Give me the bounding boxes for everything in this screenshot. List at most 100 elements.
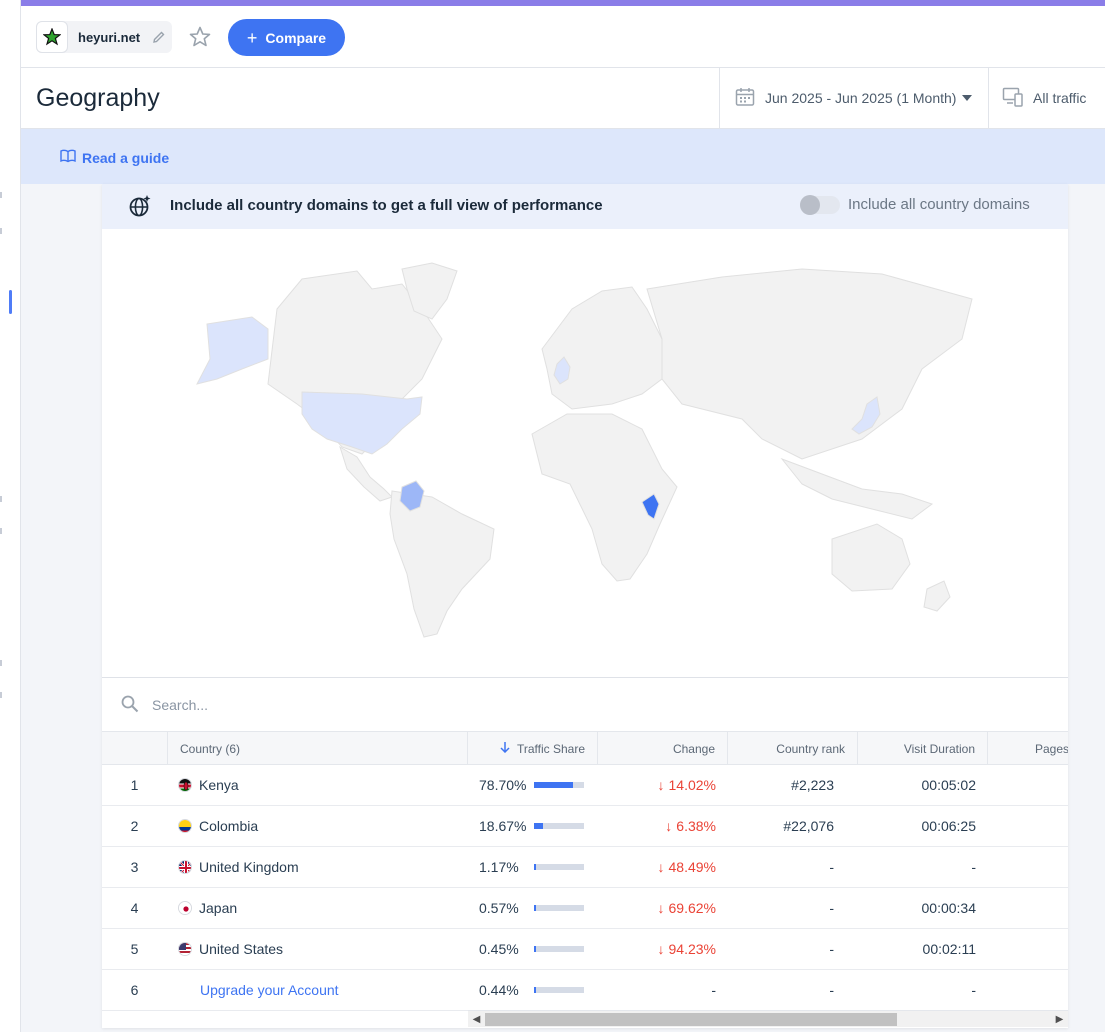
traffic-share-cell: 0.45% [479,929,599,969]
map-region-europe [541,286,663,410]
united-kingdom-flag-icon [178,860,192,874]
date-range-picker[interactable]: Jun 2025 - Jun 2025 (1 Month) [719,68,989,128]
devices-icon [1002,86,1024,111]
read-guide-link[interactable]: Read a guide [60,149,169,166]
search-input[interactable] [152,695,652,715]
chevron-down-icon [962,95,973,101]
star-icon[interactable] [188,25,212,49]
row-number: 4 [130,900,139,916]
th-visit-duration[interactable]: Visit Duration [857,732,987,765]
include-country-domains-toggle[interactable] [800,195,840,215]
scroll-right-arrow-icon[interactable]: ▶ [1055,1014,1064,1025]
search-icon [121,695,139,718]
site-chip[interactable]: heyuri.net [36,21,172,53]
sort-down-arrow-icon [499,741,511,756]
change-down-arrow-icon: ↓ [657,941,665,957]
map-region-australia [831,523,911,592]
map-region-africa [531,413,678,582]
row-number: 6 [130,982,139,998]
compare-button[interactable]: + Compare [228,19,345,56]
row-number: 1 [130,777,139,793]
table-row[interactable]: 1 Kenya 78.70% ↓ 14.02% #2,223 00:05:02 [102,765,1068,806]
world-map[interactable] [102,229,1068,677]
nav-active-indicator [9,290,12,314]
traffic-share-bar-fill [534,864,536,870]
traffic-type-picker[interactable]: All traffic [988,68,1105,128]
table-row[interactable]: 3 United Kingdom 1.17% ↓ 48.49% - - [102,847,1068,888]
change-value: 69.62% [668,900,716,916]
th-country-rank[interactable]: Country rank [727,732,857,765]
rail-marker [0,692,2,698]
traffic-share-bar [534,864,584,870]
calendar-icon [735,87,755,110]
table-header: Country (6) Traffic Share Change Country… [102,731,1068,765]
rail-marker [0,496,2,502]
traffic-filter-label: All traffic [1033,90,1087,106]
scroll-left-arrow-icon[interactable]: ◀ [472,1014,481,1025]
th-traffic-share[interactable]: Traffic Share [467,732,597,765]
colombia-flag-icon [178,819,192,833]
change-cell: ↓ 14.02% [598,765,716,805]
visit-duration-cell: 00:06:25 [921,818,977,834]
visit-duration-cell: - [971,859,976,875]
traffic-share-bar-fill [534,782,573,788]
page-header: Geography Jun 2025 - Jun 2025 (1 Month) … [21,68,1105,129]
page-title: Geography [36,84,160,112]
visit-duration-cell: - [971,982,976,998]
toggle-label: Include all country domains [848,196,1030,213]
change-cell: ↓ 69.62% [598,888,716,928]
toggle-knob [800,195,820,215]
traffic-share-cell: 0.57% [479,888,599,928]
country-table: Country (6) Traffic Share Change Country… [102,731,1068,1011]
table-row[interactable]: 5 United States 0.45% ↓ 94.23% - 00:02:11 [102,929,1068,970]
th-country[interactable]: Country (6) [167,732,467,765]
map-region-asia [646,268,973,460]
th-change[interactable]: Change [597,732,727,765]
th-change-label: Change [672,741,715,756]
traffic-share-bar [534,905,584,911]
kenya-flag-icon [178,778,192,792]
left-rail [0,0,21,1032]
change-down-arrow-icon: ↓ [665,818,673,834]
rail-marker [0,528,2,534]
upgrade-account-link[interactable]: Upgrade your Account [200,982,339,998]
edit-pencil-icon[interactable] [152,30,166,44]
traffic-share-value: 0.44% [479,982,519,998]
country-rank-cell: - [829,982,834,998]
scrollbar-thumb[interactable] [485,1013,897,1026]
change-cell: ↓ 94.23% [598,929,716,969]
plus-icon: + [246,27,258,48]
traffic-share-value: 18.67% [479,818,527,834]
country-name: Colombia [199,818,259,834]
traffic-share-value: 78.70% [479,777,527,793]
country-name: United Kingdom [199,859,299,875]
map-country-japan [851,396,881,435]
table-row[interactable]: 4 Japan 0.57% ↓ 69.62% - 00:00:34 [102,888,1068,929]
th-country-rank-label: Country rank [776,741,845,756]
th-pages[interactable]: Pages [987,732,1068,765]
th-traffic-share-label: Traffic Share [516,741,585,756]
change-value: 14.02% [668,777,716,793]
country-rank-cell: - [829,900,834,916]
traffic-share-bar-fill [534,905,536,911]
horizontal-scrollbar[interactable]: ◀ ▶ [468,1010,1068,1027]
country-cell: United Kingdom [178,847,468,887]
map-country-kenya [641,493,660,520]
table-row: 6 Upgrade your Account 0.44% - - - [102,970,1068,1011]
traffic-share-bar [534,946,584,952]
traffic-share-cell: 1.17% [479,847,599,887]
top-accent-strip [21,0,1105,6]
traffic-share-bar-fill [534,823,543,829]
japan-flag-icon [178,901,192,915]
country-rank-cell: #2,223 [791,777,834,793]
country-cell: Upgrade your Account [178,970,468,1010]
map-region-new-zealand [923,580,951,612]
change-down-arrow-icon: ↓ [657,900,665,916]
change-down-arrow-icon: ↓ [657,859,665,875]
map-region-greenland [401,262,458,320]
table-row[interactable]: 2 Colombia 18.67% ↓ 6.38% #22,076 00:06:2… [102,806,1068,847]
map-region-south-america [389,490,495,638]
map-region-central-america [339,445,393,502]
traffic-share-cell: 78.70% [479,765,599,805]
map-region-southeast-asia [780,457,934,520]
